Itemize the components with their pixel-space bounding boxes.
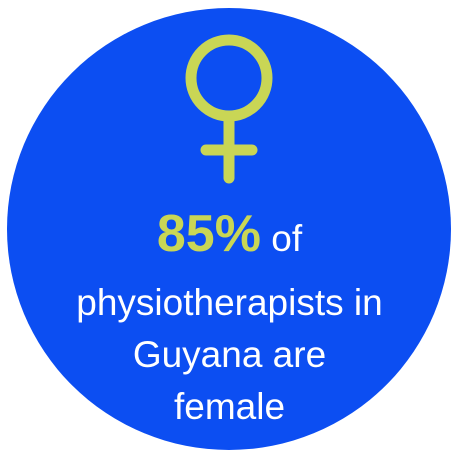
stat-percentage: 85% [156,205,261,263]
stat-line-4: female [173,386,286,427]
stat-line-3: Guyana are [132,334,327,375]
female-symbol-icon [174,26,284,186]
stat-of-word: of [271,218,303,259]
statistic-text: 85% of physiotherapists in Guyana are fe… [20,196,439,433]
blue-circle-background [7,8,451,450]
stat-headline: 85% of [20,196,439,277]
stat-line-2: physiotherapists in [76,282,383,323]
